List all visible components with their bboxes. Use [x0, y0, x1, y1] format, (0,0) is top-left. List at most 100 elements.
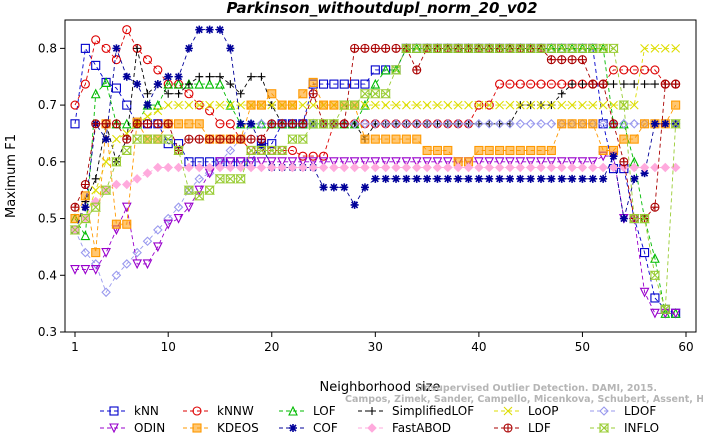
data-point-odin: [152, 242, 163, 253]
data-point-odin: [173, 213, 184, 224]
data-point-loop: [640, 43, 649, 53]
data-point-knnw: [557, 79, 567, 89]
data-point-cof: [537, 174, 546, 183]
data-point-fastabod: [546, 162, 557, 173]
data-point-fastabod: [567, 162, 577, 173]
legend-item-simplifiedlof: SimplifiedLOF: [358, 404, 474, 418]
data-point-simplifiedlof: [226, 80, 235, 89]
data-point-loop: [650, 43, 660, 53]
series-ldof: [70, 119, 681, 298]
data-point-cof: [650, 119, 659, 128]
data-point-cof: [609, 152, 618, 161]
data-point-kdeos: [422, 145, 432, 156]
data-point-fastabod: [370, 162, 381, 173]
data-point-loop: [91, 185, 101, 195]
data-point-ldf: [557, 55, 567, 65]
data-point-kdeos: [122, 219, 132, 229]
data-point-inflo: [514, 43, 526, 53]
data-point-fastabod: [556, 162, 567, 173]
data-point-ldf: [267, 119, 277, 129]
data-point-lof: [90, 88, 101, 99]
data-point-ldof: [422, 119, 432, 129]
data-point-odin: [370, 157, 381, 168]
data-point-kdeos: [287, 100, 298, 110]
y-tick-label: 0.7: [38, 98, 57, 112]
data-point-inflo: [452, 43, 464, 53]
data-point-fastabod: [515, 162, 526, 173]
data-point-ldof: [494, 119, 505, 129]
data-point-ldf: [360, 43, 370, 53]
data-point-ldof: [598, 119, 608, 129]
data-point-inflo: [483, 43, 495, 53]
data-point-ldof: [101, 287, 111, 298]
data-point-cof: [630, 174, 639, 183]
data-point-ldf: [256, 134, 266, 144]
data-point-cof: [402, 174, 411, 183]
data-point-loop: [453, 100, 463, 110]
data-point-ldf: [111, 119, 121, 129]
data-point-odin: [339, 157, 350, 168]
data-point-kdeos: [598, 145, 608, 156]
legend-label: LOF: [313, 404, 336, 418]
data-point-fastabod: [629, 162, 639, 173]
data-point-ldof: [391, 119, 401, 129]
legend-label: COF: [313, 421, 338, 434]
data-point-cof: [102, 135, 111, 144]
data-point-inflo: [318, 119, 329, 129]
data-point-knnw: [122, 25, 132, 35]
data-point-simplifiedlof: [630, 80, 639, 89]
data-point-cof: [247, 119, 256, 128]
data-point-simplifiedlof: [195, 72, 204, 81]
data-point-ldf: [132, 119, 142, 129]
data-point-cof: [153, 80, 162, 89]
data-point-loop: [391, 100, 401, 110]
data-point-fastabod: [660, 162, 671, 173]
y-axis: 0.3 0.4 0.5 0.6 0.7 0.8: [38, 41, 65, 339]
data-point-lof: [215, 78, 225, 89]
data-point-ldf: [412, 65, 422, 75]
data-point-lof: [370, 78, 381, 89]
data-point-odin: [473, 157, 484, 168]
legend-item-lof: LOF: [279, 404, 336, 418]
data-point-knnw: [70, 100, 80, 110]
data-point-knnw: [308, 151, 318, 161]
data-point-inflo: [359, 89, 371, 99]
data-point-fastabod: [225, 162, 236, 173]
y-tick-label: 0.6: [38, 155, 57, 169]
data-point-simplifiedlof: [133, 44, 142, 53]
data-point-ldf: [598, 79, 608, 89]
series-line-odin: [75, 155, 676, 314]
data-point-ldf: [381, 43, 391, 53]
data-point-ldf: [298, 119, 308, 129]
legend-item-ldof: LDOF: [590, 404, 656, 418]
data-point-loop: [225, 100, 235, 110]
data-point-cof: [112, 44, 121, 53]
data-point-fastabod: [422, 162, 432, 173]
data-point-fastabod: [494, 162, 505, 173]
series-ldf: [70, 43, 681, 224]
data-point-cof: [319, 183, 328, 192]
data-point-odin: [484, 157, 495, 168]
data-point-ldf: [608, 119, 619, 129]
data-point-fastabod: [650, 162, 660, 173]
data-point-ldof: [629, 119, 639, 129]
data-point-inflo: [245, 145, 257, 156]
data-point-inflo: [111, 157, 122, 167]
data-point-ldf: [184, 134, 194, 144]
data-point-ldof: [536, 119, 546, 129]
data-point-ldof: [370, 119, 381, 129]
legend-item-knn: kNN: [100, 404, 159, 418]
data-point-kdeos: [557, 119, 567, 129]
data-point-inflo: [90, 202, 102, 212]
data-point-fastabod: [142, 168, 153, 178]
data-point-ldof: [515, 119, 526, 129]
y-tick-label: 0.4: [38, 268, 57, 282]
data-point-simplifiedlof: [215, 72, 224, 81]
data-point-inflo: [608, 43, 619, 53]
data-point-odin: [360, 157, 370, 168]
data-point-fastabod: [256, 162, 267, 173]
data-point-ldf: [660, 79, 670, 89]
data-point-loop: [578, 100, 587, 110]
data-point-cof: [505, 174, 514, 183]
x-tick-label: 20: [264, 340, 279, 354]
